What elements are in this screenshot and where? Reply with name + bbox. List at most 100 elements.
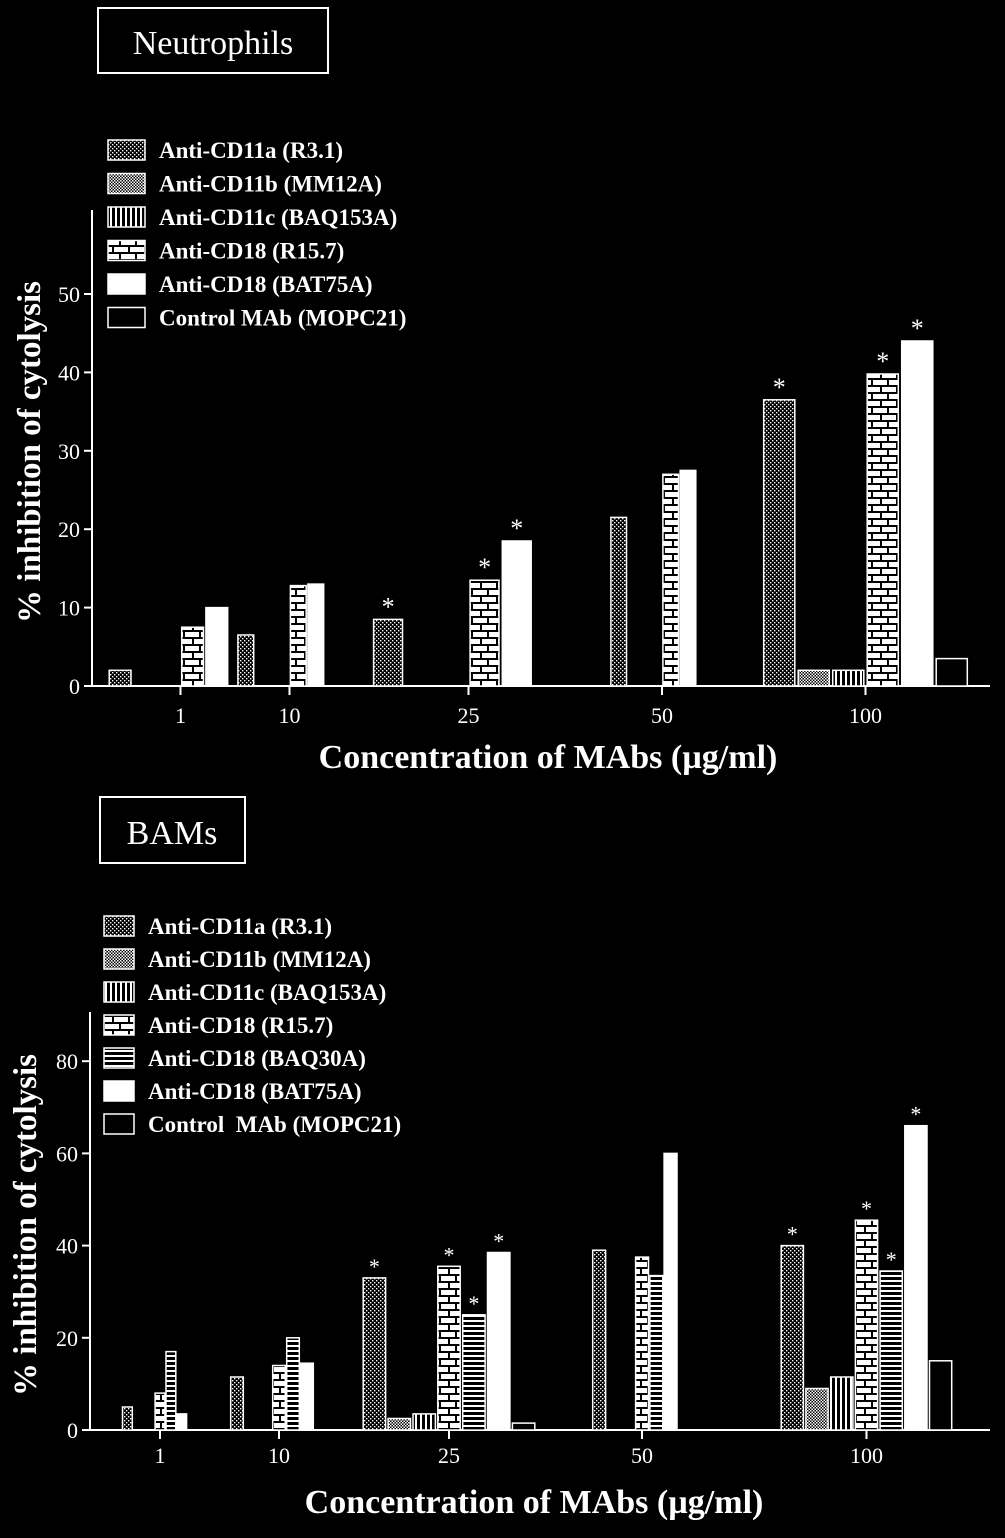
significance-marker: * bbox=[773, 373, 786, 402]
bar bbox=[437, 1265, 461, 1431]
legend-label: Anti-CD11c (BAQ153A) bbox=[148, 980, 386, 1005]
legend-label: Anti-CD11c (BAQ153A) bbox=[159, 205, 397, 230]
bar bbox=[797, 669, 831, 687]
legend-swatch bbox=[103, 915, 135, 937]
legend-label: Anti-CD11a (R3.1) bbox=[148, 914, 332, 939]
x-tick-label: 10 bbox=[279, 703, 301, 728]
bar bbox=[307, 583, 325, 687]
legend-label: Anti-CD11a (R3.1) bbox=[159, 138, 343, 163]
bar bbox=[511, 1422, 536, 1431]
bar bbox=[679, 469, 697, 687]
bars: * * * * * * * * bbox=[121, 1102, 953, 1431]
y-tick-label: 0 bbox=[69, 674, 80, 699]
significance-marker: * bbox=[493, 1229, 504, 1254]
x-tick-label: 100 bbox=[850, 1443, 883, 1468]
significance-marker: * bbox=[478, 553, 491, 582]
bar bbox=[372, 618, 404, 687]
legend-label: Anti-CD18 (BAQ30A) bbox=[148, 1046, 366, 1071]
bar bbox=[461, 1314, 486, 1431]
bar bbox=[271, 1364, 287, 1431]
bar bbox=[486, 1251, 511, 1431]
y-axis-label: % inhibition of cytolysis bbox=[8, 1054, 44, 1396]
legend-swatch bbox=[107, 172, 146, 195]
significance-marker: * bbox=[876, 347, 889, 376]
bar bbox=[285, 1337, 301, 1431]
legend-swatch bbox=[107, 139, 146, 161]
legend-swatch bbox=[103, 1080, 135, 1102]
bar bbox=[108, 669, 132, 687]
bar bbox=[229, 1376, 245, 1431]
bar bbox=[900, 340, 934, 687]
legend: Anti-CD11a (R3.1) Anti-CD11b (MM12A) Anti-… bbox=[103, 914, 401, 1137]
bar bbox=[469, 579, 500, 687]
x-tick-label: 1 bbox=[155, 1443, 166, 1468]
legend-swatch bbox=[103, 1047, 135, 1069]
significance-marker: * bbox=[468, 1291, 479, 1316]
bar bbox=[904, 1124, 928, 1431]
bar bbox=[935, 657, 969, 687]
bar bbox=[634, 1256, 650, 1431]
bar bbox=[165, 1350, 177, 1431]
bar bbox=[387, 1417, 412, 1431]
bar bbox=[591, 1249, 607, 1431]
legend-swatch bbox=[103, 981, 135, 1003]
x-tick-label: 10 bbox=[268, 1443, 290, 1468]
x-axis-label: Concentration of MAbs (µg/ml) bbox=[319, 739, 778, 776]
bar bbox=[289, 584, 307, 687]
significance-marker: * bbox=[444, 1242, 455, 1267]
bar bbox=[176, 1413, 188, 1431]
significance-marker: * bbox=[910, 1102, 921, 1127]
legend-label: Anti-CD11b (MM12A) bbox=[159, 172, 382, 197]
x-tick-label: 25 bbox=[438, 1443, 460, 1468]
legend-swatch bbox=[103, 948, 135, 970]
title-box bbox=[97, 7, 329, 74]
x-tick-label: 1 bbox=[175, 703, 186, 728]
bar bbox=[829, 1376, 854, 1431]
bar bbox=[299, 1362, 315, 1431]
x-ticks: 1 10 25 50 100 bbox=[175, 686, 882, 728]
significance-marker: * bbox=[787, 1222, 798, 1247]
chart-title: BAMs bbox=[127, 815, 218, 852]
x-tick-label: 25 bbox=[458, 703, 480, 728]
significance-marker: * bbox=[510, 514, 523, 543]
y-tick-label: 20 bbox=[58, 517, 80, 542]
bar bbox=[831, 669, 865, 687]
panel-neutrophils: Neutrophils Anti-CD11a (R3.1) Anti-CD11b … bbox=[12, 7, 990, 776]
significance-marker: * bbox=[369, 1254, 380, 1279]
bar bbox=[154, 1392, 166, 1431]
bar bbox=[205, 606, 229, 687]
y-tick-label: 20 bbox=[56, 1326, 78, 1351]
bar bbox=[501, 540, 532, 687]
y-tick-label: 80 bbox=[56, 1049, 78, 1074]
bar bbox=[879, 1270, 904, 1431]
bar bbox=[805, 1387, 829, 1431]
y-tick-label: 0 bbox=[67, 1418, 78, 1443]
bar bbox=[762, 399, 796, 687]
bar bbox=[854, 1219, 879, 1431]
bar bbox=[780, 1244, 805, 1431]
y-tick-label: 30 bbox=[58, 439, 80, 464]
legend: Anti-CD11a (R3.1) Anti-CD11b (MM12A) Anti-… bbox=[107, 138, 406, 331]
bar bbox=[662, 473, 680, 687]
y-tick-label: 40 bbox=[56, 1234, 78, 1259]
legend-label: Anti-CD18 (R15.7) bbox=[148, 1013, 333, 1038]
bar bbox=[237, 634, 255, 687]
significance-marker: * bbox=[861, 1196, 872, 1221]
y-tick-label: 10 bbox=[58, 596, 80, 621]
y-ticks: 0 20 40 60 80 bbox=[56, 1049, 90, 1443]
bar bbox=[663, 1152, 678, 1431]
legend-label: Control MAb (MOPC21) bbox=[159, 306, 406, 331]
significance-marker: * bbox=[911, 314, 924, 343]
significance-marker: * bbox=[886, 1247, 897, 1272]
x-tick-label: 50 bbox=[651, 703, 673, 728]
legend-swatch bbox=[103, 1113, 135, 1135]
bar bbox=[180, 626, 205, 687]
legend-label: Anti-CD18 (R15.7) bbox=[159, 239, 344, 264]
y-tick-label: 50 bbox=[58, 282, 80, 307]
title-box bbox=[99, 796, 246, 864]
legend-swatch bbox=[107, 306, 146, 329]
legend-swatch bbox=[107, 239, 146, 262]
x-axis-label: Concentration of MAbs (µg/ml) bbox=[305, 1484, 764, 1521]
